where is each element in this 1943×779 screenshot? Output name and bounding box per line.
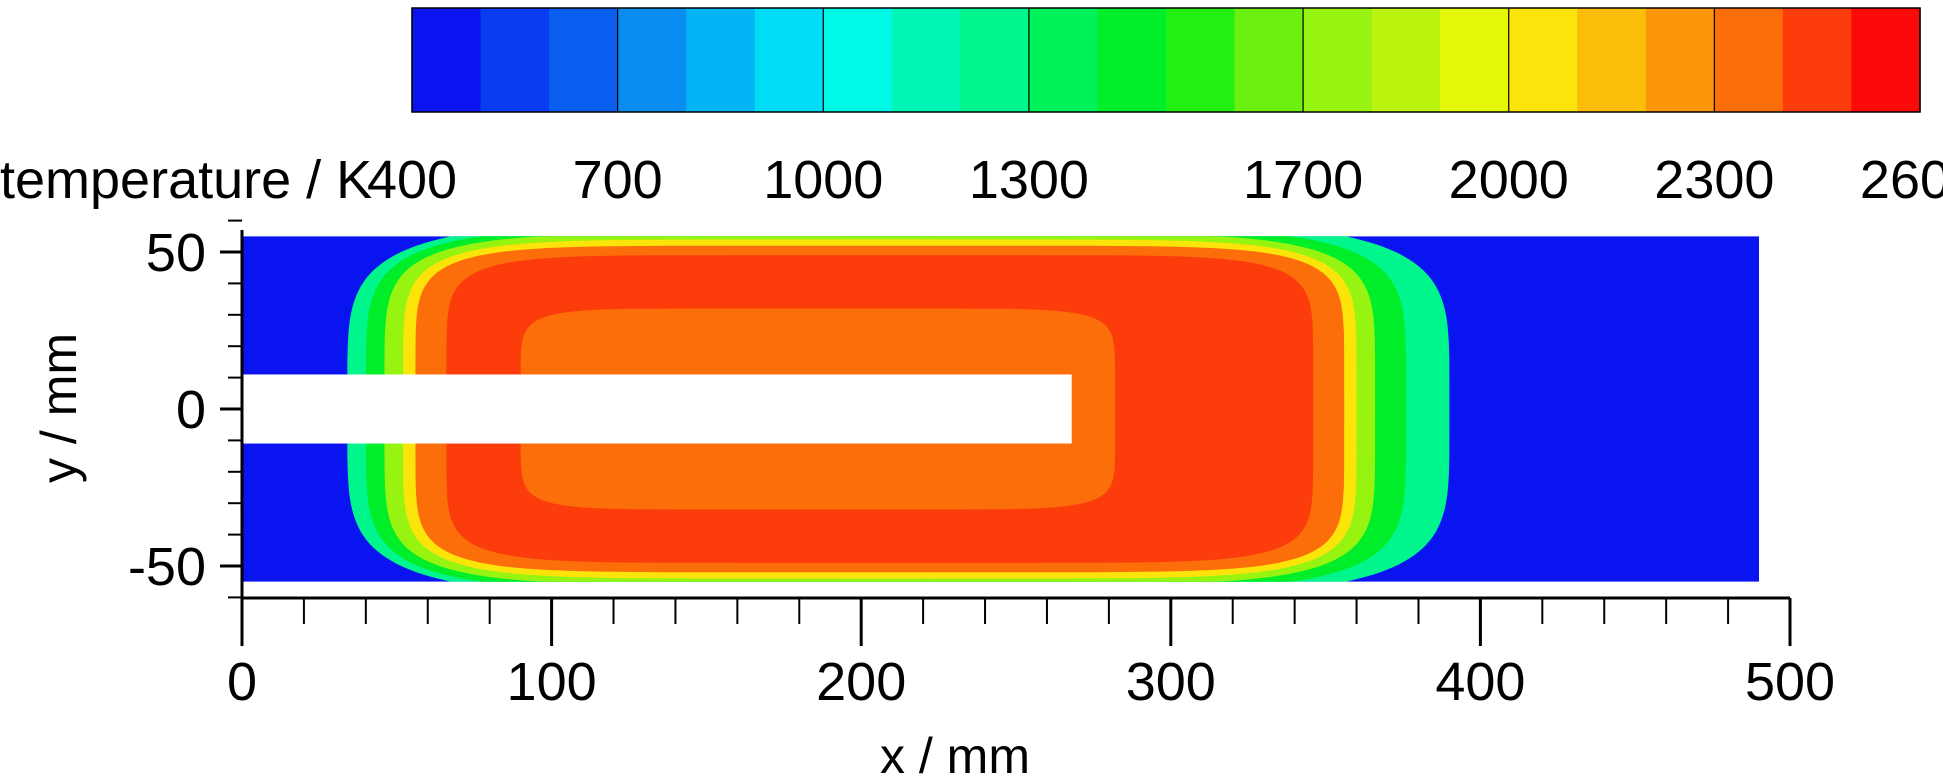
colorbar-swatch bbox=[1303, 8, 1373, 112]
colorbar bbox=[411, 7, 1921, 113]
colorbar-swatch bbox=[891, 8, 961, 112]
colorbar-swatch bbox=[1782, 8, 1853, 112]
y-tick-label: 50 bbox=[146, 223, 206, 283]
colorbar-swatch bbox=[1714, 8, 1784, 112]
colorbar-swatch bbox=[1440, 8, 1510, 112]
x-tick-label: 500 bbox=[1745, 652, 1835, 712]
y-axis-title: y / mm bbox=[31, 333, 87, 483]
colorbar-swatch bbox=[617, 8, 687, 112]
colorbar-swatch bbox=[1577, 8, 1647, 112]
colorbar-swatch bbox=[1645, 8, 1715, 112]
colorbar-swatch bbox=[1166, 8, 1236, 112]
x-tick-label: 0 bbox=[227, 652, 257, 712]
colorbar-tick-label: 2300 bbox=[1654, 150, 1774, 210]
x-tick-label: 300 bbox=[1126, 652, 1216, 712]
colorbar-tick-label: 1700 bbox=[1243, 150, 1363, 210]
colorbar-swatch bbox=[1851, 8, 1921, 112]
y-tick-label: -50 bbox=[128, 537, 206, 597]
colorbar-swatch bbox=[1508, 8, 1578, 112]
colorbar-swatch bbox=[1234, 8, 1304, 112]
colorbar-swatch bbox=[754, 8, 824, 112]
colorbar-swatch bbox=[823, 8, 893, 112]
colorbar-tick-label: 2000 bbox=[1449, 150, 1569, 210]
colorbar-swatch bbox=[412, 8, 482, 112]
x-tick-label: 400 bbox=[1435, 652, 1525, 712]
colorbar-tick-label: 1000 bbox=[763, 150, 883, 210]
colorbar-swatch bbox=[480, 8, 550, 112]
colorbar-swatch bbox=[549, 8, 619, 112]
colorbar-swatch bbox=[960, 8, 1030, 112]
colorbar-tick-label: 1300 bbox=[969, 150, 1089, 210]
inlet-channel bbox=[242, 374, 1072, 444]
colorbar-tick-label: 700 bbox=[573, 150, 663, 210]
colorbar-tick-label: 400 bbox=[367, 150, 457, 210]
colorbar-swatch bbox=[1028, 8, 1099, 112]
colorbar-swatch bbox=[1097, 8, 1167, 112]
plot-area bbox=[242, 236, 1760, 582]
colorbar-label: temperature / K bbox=[0, 150, 372, 210]
x-tick-label: 200 bbox=[816, 652, 906, 712]
x-tick-label: 100 bbox=[507, 652, 597, 712]
colorbar-frame bbox=[411, 7, 1921, 113]
colorbar-swatch bbox=[1371, 8, 1441, 112]
colorbar-swatch bbox=[686, 8, 756, 112]
y-tick-label: 0 bbox=[176, 380, 206, 440]
axes: 0 100 200 300 400 500 -50 0 50 bbox=[128, 219, 1835, 712]
x-axis-title: x / mm bbox=[880, 728, 1030, 779]
